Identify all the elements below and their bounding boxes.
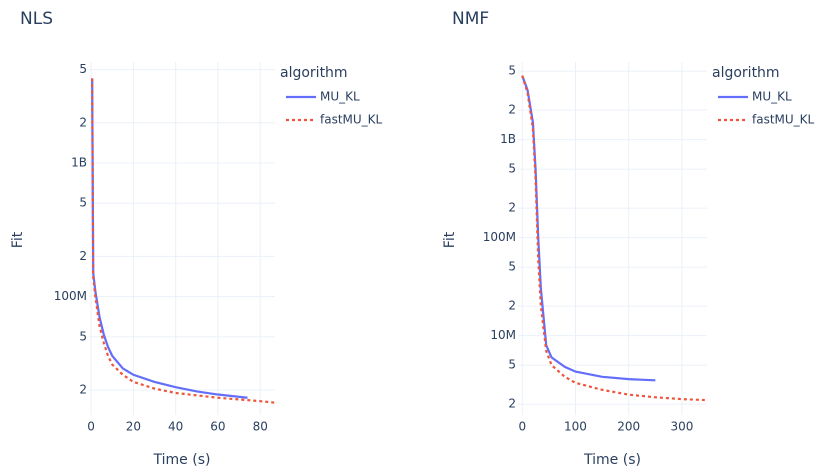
- x-tick-label: 0: [518, 420, 526, 434]
- chart-title: NMF: [452, 9, 489, 29]
- legend-label: fastMU_KL: [320, 113, 383, 127]
- x-tick-label: 80: [253, 420, 268, 434]
- x-tick-label: 40: [168, 420, 183, 434]
- x-axis-title: Time (s): [153, 452, 211, 468]
- y-tick-label: 10M: [490, 328, 516, 342]
- x-tick-label: 100: [564, 420, 587, 434]
- y-tick-label: 2: [508, 397, 516, 411]
- line: [521, 75, 656, 382]
- y-axis-title: Fit: [10, 231, 26, 248]
- y-tick-label: 2: [508, 299, 516, 313]
- legend-title: algorithm: [712, 65, 780, 81]
- chart-title: NLS: [20, 9, 53, 29]
- y-tick-label: 5: [508, 358, 516, 372]
- y-tick-label: 100M: [483, 230, 516, 244]
- line: [91, 78, 278, 405]
- y-tick-label: 5: [508, 64, 516, 78]
- y-tick-label: 1B: [500, 132, 516, 146]
- y-tick-label: 5: [79, 62, 87, 76]
- y-axis-title: Fit: [442, 231, 458, 248]
- y-tick-label: 2: [508, 103, 516, 117]
- legend-title: algorithm: [280, 65, 348, 81]
- y-tick-label: 1B: [71, 155, 87, 169]
- x-tick-label: 0: [87, 420, 95, 434]
- y-tick-label: 2: [79, 115, 87, 129]
- y-tick-label: 5: [79, 329, 87, 343]
- x-tick-label: 20: [126, 420, 141, 434]
- x-axis-title: Time (s): [583, 452, 641, 468]
- y-tick-label: 100M: [54, 289, 87, 303]
- y-tick-label: 2: [508, 201, 516, 215]
- y-tick-label: 5: [508, 162, 516, 176]
- y-tick-label: 2: [79, 249, 87, 263]
- x-tick-label: 200: [617, 420, 640, 434]
- legend-label: MU_KL: [752, 90, 792, 104]
- y-tick-label: 5: [79, 196, 87, 210]
- legend-label: fastMU_KL: [752, 113, 815, 127]
- x-tick-label: 60: [210, 420, 225, 434]
- line: [91, 78, 248, 399]
- y-tick-label: 2: [79, 383, 87, 397]
- legend-label: MU_KL: [320, 90, 360, 104]
- y-tick-label: 5: [508, 260, 516, 274]
- x-tick-label: 300: [671, 420, 694, 434]
